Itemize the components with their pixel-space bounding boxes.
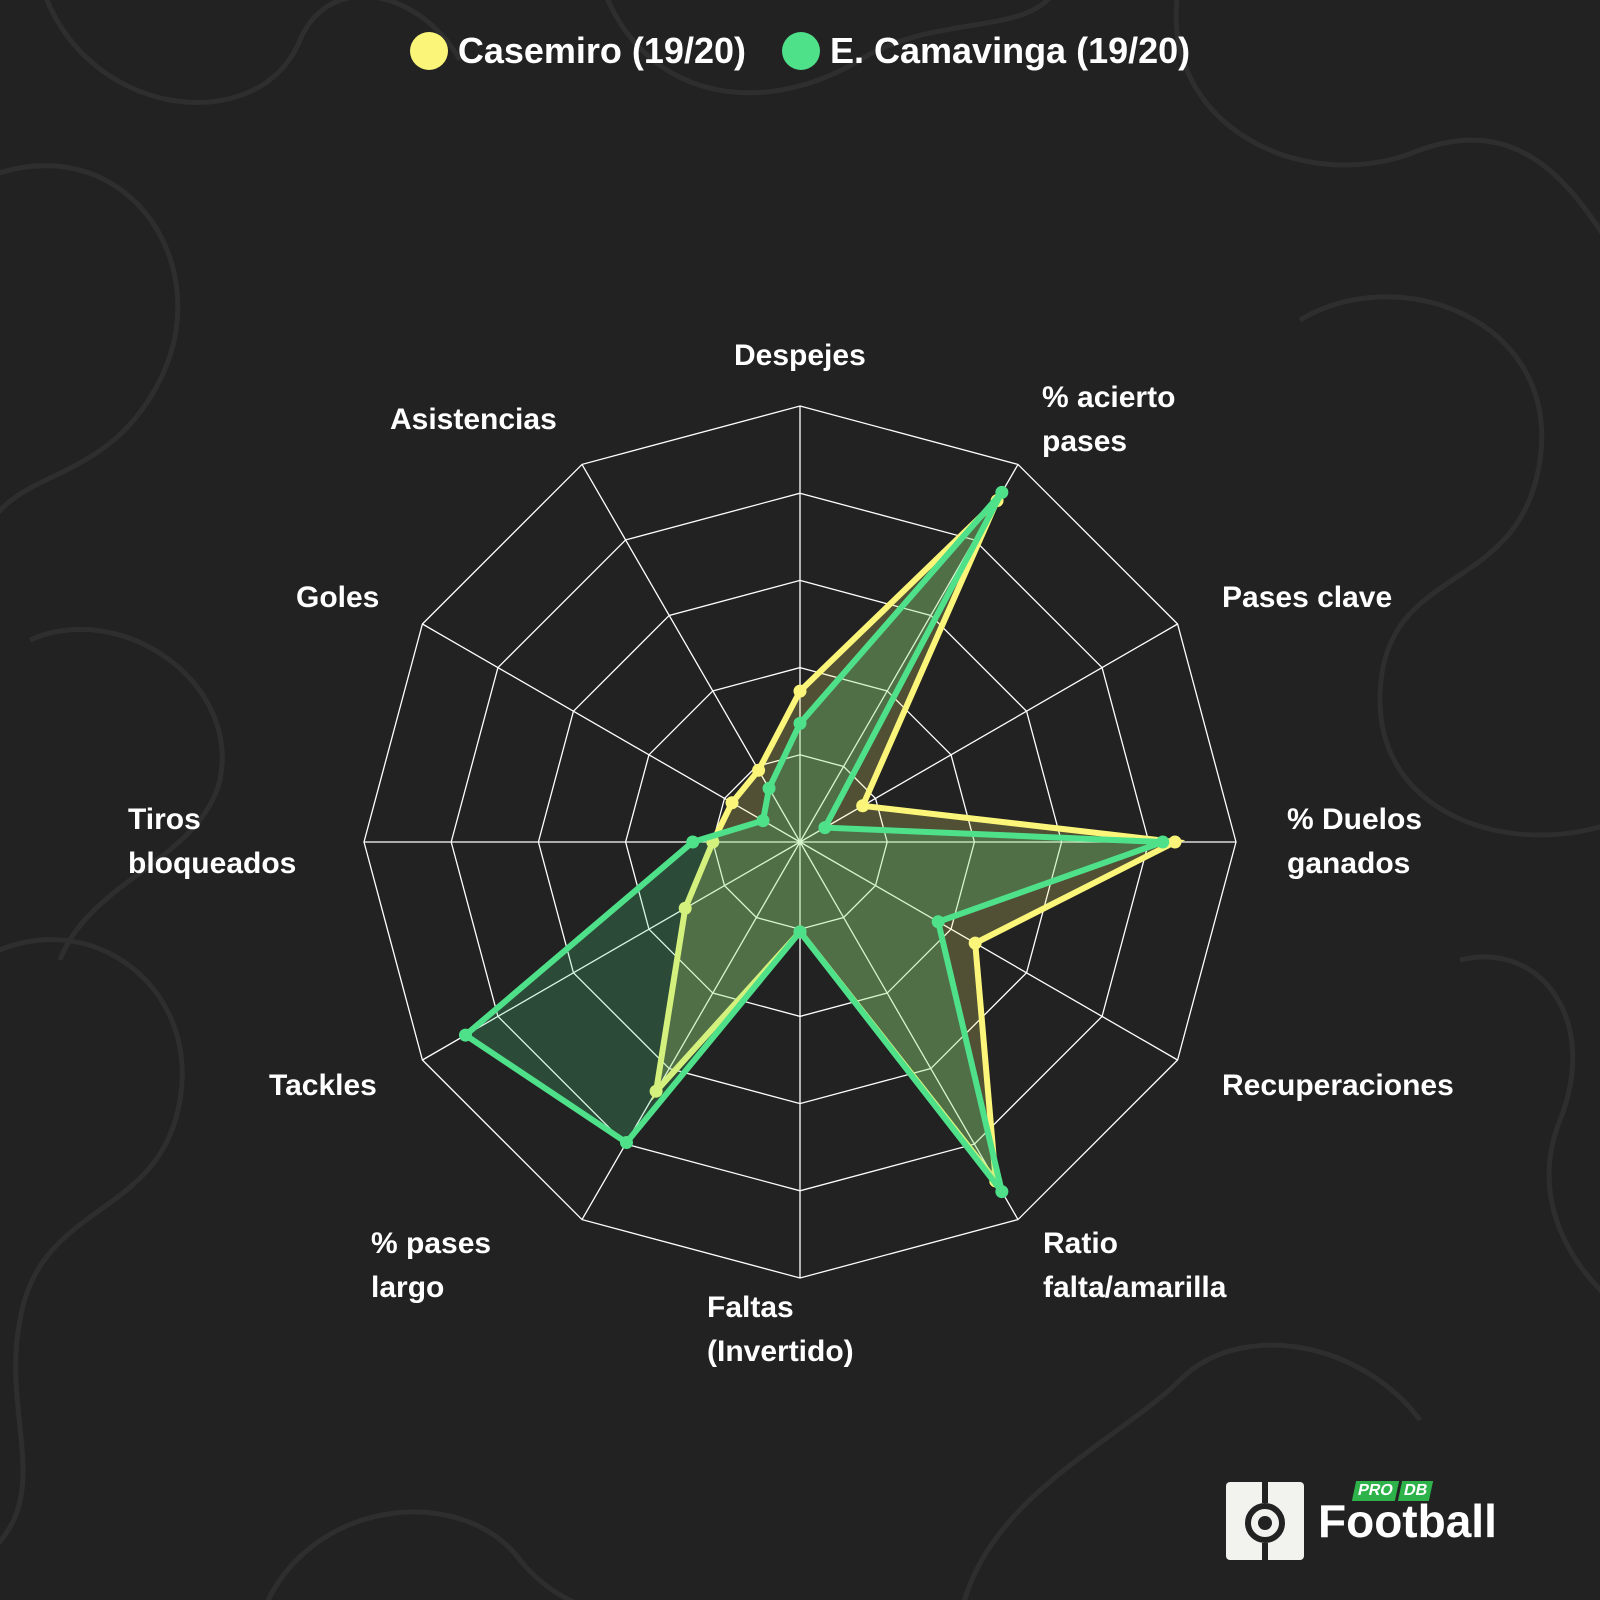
series-1-point-8[interactable] <box>458 1028 472 1042</box>
grid-spoke-7 <box>581 841 801 1220</box>
logo-wordmark: PRO DB Football <box>1318 1481 1497 1547</box>
grid-spoke-11 <box>581 464 801 843</box>
series-0-point-10[interactable] <box>725 796 739 810</box>
series-0-point-3[interactable] <box>1168 835 1182 849</box>
series-1-point-2[interactable] <box>818 821 832 835</box>
logo-football: Football <box>1318 1495 1497 1547</box>
axis-label-tiros-bloqueados: Tiros bloqueados <box>128 803 297 880</box>
series-0-point-2[interactable] <box>856 799 870 813</box>
logo-db: DB <box>1397 1481 1433 1501</box>
grid-spoke-5 <box>799 841 1019 1220</box>
axis-label-acierto-pases: % acierto pases <box>1042 381 1176 458</box>
series-1-point-3[interactable] <box>1156 835 1170 849</box>
series-0-point-8[interactable] <box>678 901 692 915</box>
series-1-point-5[interactable] <box>995 1185 1009 1199</box>
axis-label-duelos-ganados: % Duelos ganados <box>1287 803 1423 880</box>
axis-label-pases-clave: Pases clave <box>1222 581 1393 614</box>
legend-dot-casemiro <box>409 32 448 70</box>
series-0-point-7[interactable] <box>649 1084 663 1098</box>
series-1-point-9[interactable] <box>686 835 700 849</box>
series-1 <box>458 485 1170 1199</box>
profootballdb-logo: PRO DB Football <box>1226 1481 1497 1560</box>
series-1-point-6[interactable] <box>793 925 807 939</box>
legend-label-casemiro: Casemiro (19/20) <box>457 30 746 71</box>
series-1-point-11[interactable] <box>762 781 776 795</box>
axis-label-recuperaciones: Recuperaciones <box>1222 1069 1454 1102</box>
axis-label-despejes: Despejes <box>734 339 866 372</box>
legend-label-camavinga: E. Camavinga (19/20) <box>829 30 1191 71</box>
axis-label-ratio-falta-amarilla: Ratio falta/amarilla <box>1043 1227 1227 1304</box>
axis-label-tackles: Tackles <box>269 1069 377 1102</box>
logo-pro: PRO <box>1351 1481 1399 1501</box>
series-1-point-7[interactable] <box>619 1136 633 1150</box>
series-1-point-1[interactable] <box>995 485 1009 499</box>
series-0-point-0[interactable] <box>793 684 807 698</box>
axis-label-asistencias: Asistencias <box>390 403 557 436</box>
radar-grid <box>363 405 1237 1279</box>
radar-series <box>458 485 1186 1199</box>
legend-dot-camavinga <box>781 32 820 70</box>
series-1-point-4[interactable] <box>931 915 945 929</box>
legend-item-casemiro[interactable]: Casemiro (19/20) <box>409 30 746 72</box>
axis-label-faltas-invertido: Faltas (Invertido) <box>707 1291 854 1368</box>
logo-badge-icon <box>1226 1482 1304 1560</box>
series-0-point-11[interactable] <box>752 763 766 777</box>
series-1-point-0[interactable] <box>793 716 807 730</box>
axis-label-goles: Goles <box>296 581 380 614</box>
grid-spoke-8 <box>422 841 801 1061</box>
axis-label-pases-largo: % pases largo <box>371 1227 492 1304</box>
legend-item-camavinga[interactable]: E. Camavinga (19/20) <box>781 30 1191 72</box>
series-1-point-10[interactable] <box>756 814 770 828</box>
legend: Casemiro (19/20) E. Camavinga (19/20) <box>0 30 1600 72</box>
logo-pro-db: PRO DB <box>1351 1481 1433 1501</box>
series-0-point-4[interactable] <box>968 936 982 950</box>
grid-spoke-4 <box>799 841 1178 1061</box>
